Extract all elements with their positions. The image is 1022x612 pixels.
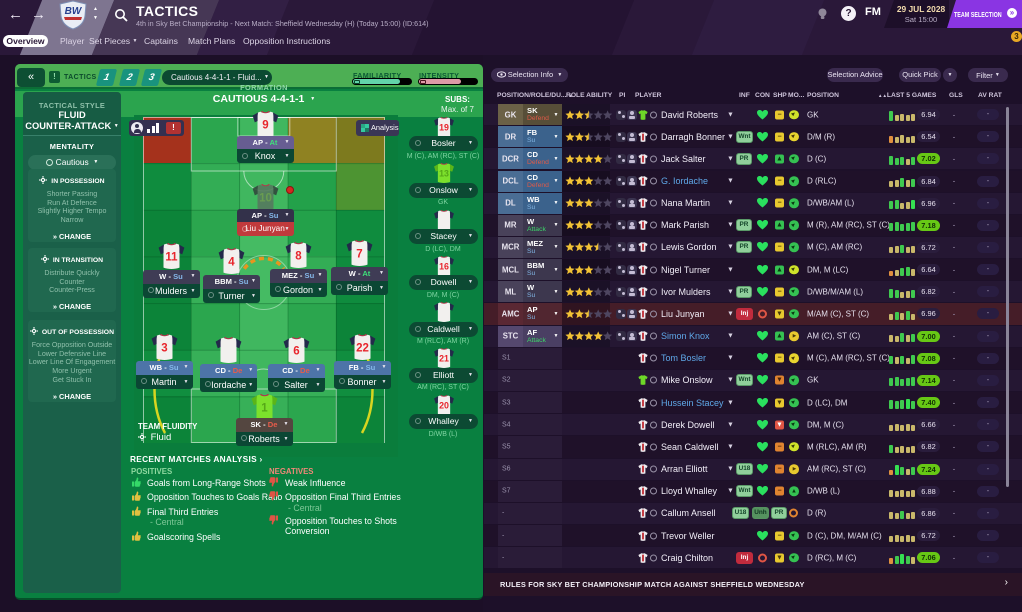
svg-text:20: 20 xyxy=(439,400,449,410)
svg-text:BW: BW xyxy=(65,6,83,17)
svg-text:9: 9 xyxy=(262,120,268,132)
svg-text:10: 10 xyxy=(259,193,272,205)
svg-text:6: 6 xyxy=(293,346,299,358)
svg-text:21: 21 xyxy=(439,354,449,364)
svg-text:8: 8 xyxy=(295,251,302,263)
svg-text:4: 4 xyxy=(228,257,235,269)
svg-text:13: 13 xyxy=(439,169,449,179)
svg-text:19: 19 xyxy=(439,122,449,132)
svg-text:11: 11 xyxy=(165,252,178,264)
svg-text:3: 3 xyxy=(161,343,167,355)
svg-text:22: 22 xyxy=(356,343,369,355)
svg-text:16: 16 xyxy=(439,261,449,271)
svg-text:1: 1 xyxy=(261,403,268,415)
svg-text:7: 7 xyxy=(356,249,362,261)
